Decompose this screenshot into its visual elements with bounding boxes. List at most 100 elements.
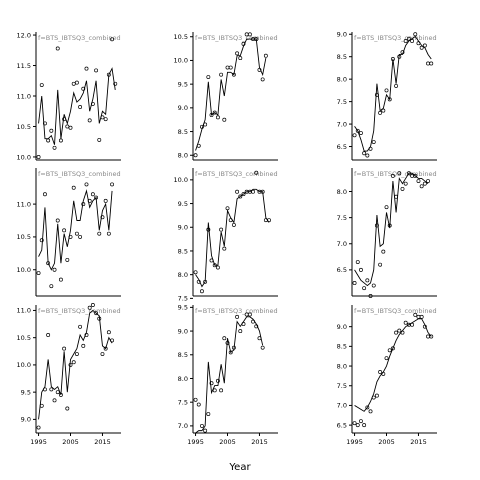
observed-point: [113, 81, 118, 86]
observed-point: [52, 267, 57, 272]
observed-point: [228, 65, 233, 70]
y-tick-label: 7.5: [337, 214, 347, 222]
y-tick-label: 9.5: [21, 388, 31, 396]
observed-point: [381, 371, 386, 376]
observed-point: [65, 124, 70, 129]
fitted-series-line: [38, 309, 113, 420]
observed-point: [196, 143, 201, 148]
y-tick-label: 8.0: [337, 188, 347, 196]
y-tick-label: 9.5: [178, 200, 188, 208]
observed-point: [381, 108, 386, 113]
observed-point: [58, 138, 63, 143]
observed-point: [422, 43, 427, 48]
observed-point: [100, 115, 105, 120]
observed-point: [55, 390, 60, 395]
observed-point: [257, 336, 262, 341]
observed-point: [215, 115, 220, 120]
observed-point: [267, 218, 271, 223]
observed-point: [103, 117, 108, 122]
fitted-series-line: [38, 189, 113, 271]
panel-1: 10.0 10.5 11.0 11.5 12.0 f=BTS_IBTSQ3_combine…: [17, 31, 121, 161]
observed-point: [81, 202, 86, 207]
observed-point: [46, 333, 51, 337]
y-tick-label: 10.5: [17, 123, 31, 131]
observed-point: [352, 421, 357, 426]
observed-point: [365, 153, 370, 158]
observed-point: [46, 138, 51, 143]
observed-point: [78, 234, 83, 239]
observed-point: [74, 80, 79, 85]
observed-point: [87, 118, 92, 123]
observed-point: [403, 320, 408, 325]
fitted-series-line: [195, 38, 267, 151]
y-tick-label: 9.0: [178, 327, 188, 335]
observed-point: [36, 271, 41, 275]
observed-point: [222, 336, 227, 341]
panel-5: 7.5 8.0 8.5 9.0 9.5 10.0 f=BTS_IBTSQ3_combined: [174, 168, 278, 303]
observed-point: [78, 324, 83, 329]
observed-point: [416, 179, 421, 184]
observed-point: [74, 352, 79, 356]
y-tick-label: 7.0: [337, 120, 347, 128]
y-tick-label: 10.0: [174, 176, 188, 184]
observed-point: [406, 171, 411, 176]
observed-point: [43, 121, 47, 126]
observed-point: [241, 41, 246, 46]
x-tick-label: 1995: [30, 438, 47, 446]
y-tick-label: 9.0: [178, 224, 188, 232]
observed-point: [359, 131, 363, 135]
observed-point: [90, 303, 95, 307]
observed-point: [362, 286, 367, 291]
observed-point: [374, 393, 379, 398]
observed-point: [196, 279, 201, 284]
observed-point: [390, 57, 395, 61]
observed-point: [203, 428, 208, 433]
y-tick-label: 9.0: [21, 416, 31, 424]
observed-point: [100, 352, 105, 356]
y-tick-label: 8.5: [178, 351, 188, 359]
observed-point: [403, 39, 408, 43]
x-tick-label: 2005: [62, 438, 79, 446]
observed-point: [68, 234, 73, 239]
y-tick-label: 10.0: [17, 266, 31, 274]
observed-point: [238, 56, 243, 61]
observed-point: [235, 314, 240, 319]
observed-point: [49, 387, 54, 392]
observed-point: [419, 184, 424, 189]
observed-point: [193, 397, 198, 402]
observed-point: [429, 61, 434, 66]
observed-point: [52, 398, 57, 403]
panel-6: 6.5 7.0 7.5 8.0 f=BTS_IBTSQ3_combined: [337, 168, 437, 298]
observed-point: [410, 322, 415, 327]
y-tick-label: 7.5: [337, 98, 347, 106]
observed-point: [387, 223, 392, 228]
observed-point: [97, 316, 102, 321]
y-tick-label: 10.0: [174, 57, 188, 65]
y-tick-label: 10.5: [17, 334, 31, 342]
y-tick-label: 6.5: [337, 143, 347, 151]
observed-point: [193, 153, 198, 158]
observed-point: [400, 186, 405, 191]
observed-point: [419, 314, 424, 319]
x-tick-label: 1995: [346, 438, 363, 446]
observed-point: [400, 330, 405, 335]
observed-point: [254, 170, 259, 175]
observed-point: [219, 388, 224, 393]
observed-point: [231, 72, 236, 77]
y-tick-label: 9.0: [337, 323, 347, 331]
panel-strip-label: f=BTS_IBTSQ3_combined: [354, 170, 437, 178]
observed-point: [235, 51, 240, 56]
observed-point: [215, 265, 220, 270]
observed-point: [260, 345, 265, 350]
observed-point: [222, 117, 227, 122]
observed-point: [81, 343, 86, 348]
observed-point: [212, 110, 217, 115]
observed-point: [87, 305, 92, 310]
y-tick-label: 8.0: [337, 362, 347, 370]
y-tick-label: 7.0: [178, 422, 188, 430]
observed-point: [193, 270, 198, 275]
observed-point: [36, 154, 41, 159]
observed-point: [384, 205, 389, 210]
y-tick-label: 11.0: [17, 307, 31, 315]
observed-point: [260, 189, 265, 194]
